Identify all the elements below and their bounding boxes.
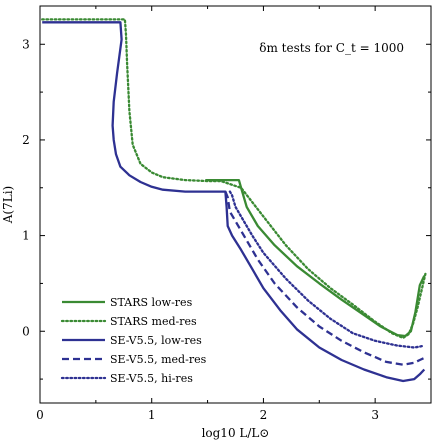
y-tick-label: 3 xyxy=(22,37,30,51)
chart-annotation: δm tests for C_t = 1000 xyxy=(259,41,404,55)
legend-label-5: SE-V5.5, hi-res xyxy=(110,372,193,385)
series-line-2 xyxy=(41,18,427,340)
legend-label-4: SE-V5.5, med-res xyxy=(110,353,207,366)
legend: STARS low-res STARS med-res SE-V5.5, low-r… xyxy=(60,296,207,385)
legend-label-1: STARS low-res xyxy=(110,296,193,309)
x-tick-label: 3 xyxy=(371,408,379,422)
plot-frame xyxy=(39,5,432,404)
series-line-4 xyxy=(224,191,425,366)
x-tick-label: 2 xyxy=(260,408,268,422)
legend-label-3: SE-V5.5, low-res xyxy=(110,334,202,347)
axis-ticks: 0 1 2 3 0 1 2 3 xyxy=(22,6,431,422)
y-tick-label: 1 xyxy=(22,229,30,243)
y-tick-label: 0 xyxy=(22,324,30,338)
legend-label-2: STARS med-res xyxy=(110,315,197,328)
x-tick-label: 0 xyxy=(36,408,44,422)
y-axis-label: A(7Li) xyxy=(1,186,15,224)
series-line-1 xyxy=(205,178,426,338)
y-tick-label: 2 xyxy=(22,133,30,147)
x-tick-label: 1 xyxy=(148,408,156,422)
series-layer xyxy=(41,18,427,383)
x-axis-label: log10 L/L⊙ xyxy=(202,426,270,440)
series-line-5 xyxy=(228,190,426,349)
series-line-3 xyxy=(42,21,426,383)
